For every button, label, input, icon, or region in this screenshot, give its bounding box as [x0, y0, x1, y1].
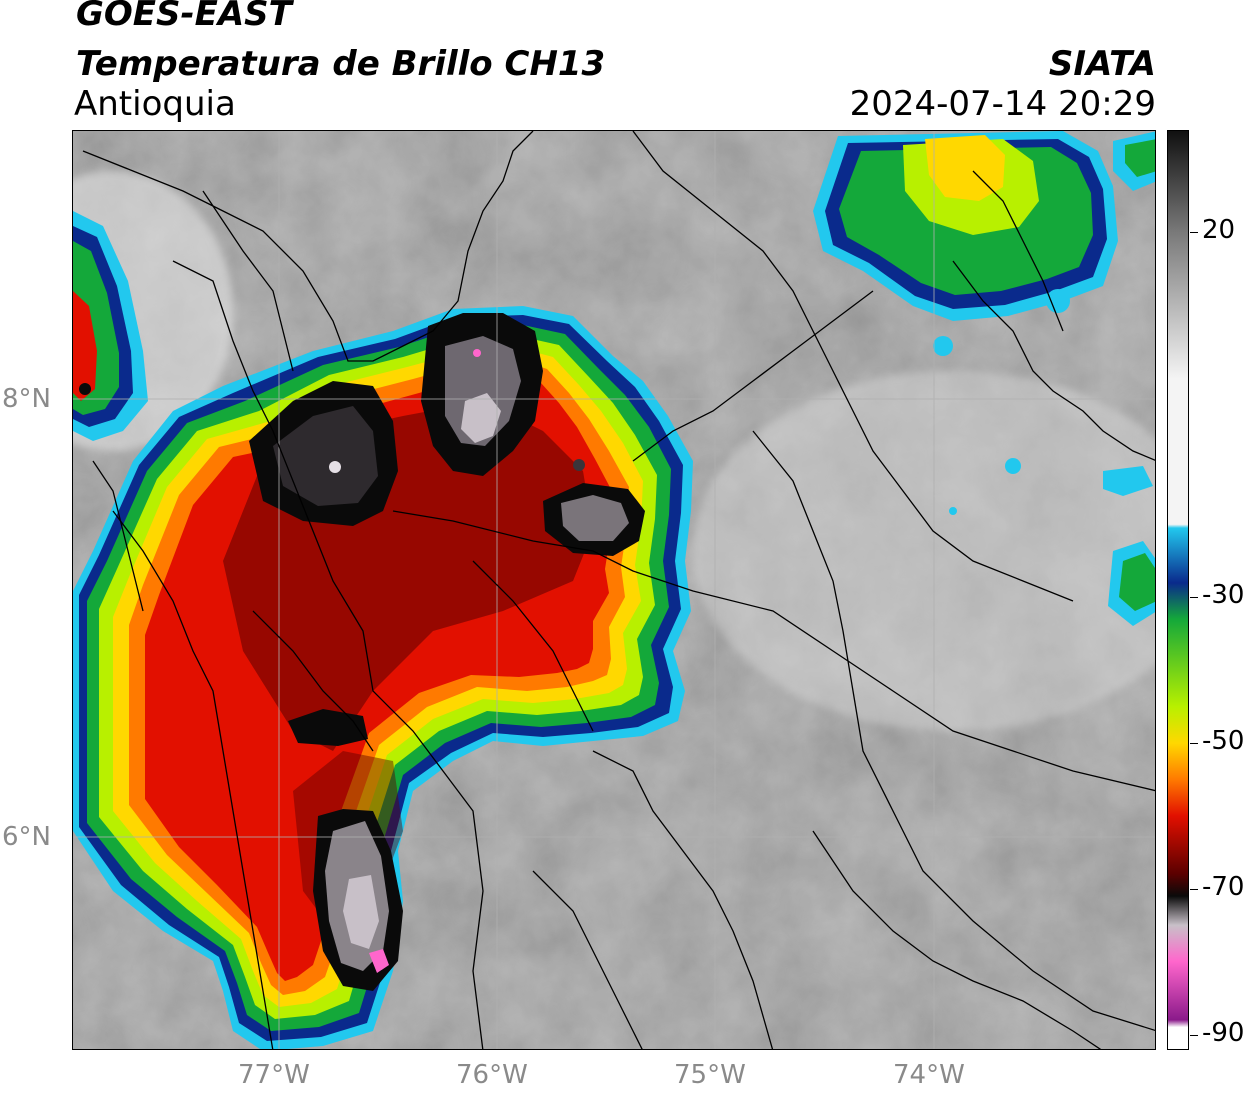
colorbar-tick-minus70	[1190, 889, 1198, 891]
longitude-label-74w: 74°W	[893, 1060, 965, 1090]
graticule	[73, 131, 1155, 1049]
colorbar-label-minus30: -30	[1202, 580, 1245, 611]
region-title: Antioquia	[74, 84, 236, 124]
colorbar-tick-20	[1190, 232, 1198, 234]
longitude-label-76w: 76°W	[456, 1060, 528, 1090]
colorbar-tick-minus50	[1190, 743, 1198, 745]
northeast-cloud	[813, 131, 1155, 356]
colorbar-label-20: 20	[1202, 215, 1236, 246]
colorbar-label-minus90: -90	[1202, 1018, 1245, 1049]
satellite-map	[72, 130, 1156, 1050]
longitude-label-75w: 75°W	[674, 1060, 746, 1090]
latitude-label-8n: 8°N	[2, 384, 51, 414]
colorbar-tick-minus30	[1190, 597, 1198, 599]
cold-fragments	[73, 211, 1155, 626]
administrative-boundaries	[82, 131, 1155, 1049]
overshooting-tops	[249, 313, 645, 991]
brightness-temperature-field	[73, 131, 1155, 1049]
satellite-title: GOES-EAST	[76, 0, 292, 34]
colorbar-tick-minus90	[1190, 1035, 1198, 1037]
colorbar-label-minus70: -70	[1202, 872, 1245, 903]
latitude-label-6n: 6°N	[2, 822, 51, 852]
temperature-colorbar	[1167, 130, 1189, 1050]
product-title: Temperatura de Brillo CH13	[76, 44, 606, 84]
datetime-label: 2024-07-14 20:29	[849, 84, 1156, 124]
cirrus-patch-east	[693, 371, 1155, 731]
organization-label: SIATA	[1048, 44, 1156, 84]
longitude-label-77w: 77°W	[238, 1060, 310, 1090]
main-convective-cloud	[73, 306, 693, 1049]
colorbar-label-minus50: -50	[1202, 726, 1245, 757]
